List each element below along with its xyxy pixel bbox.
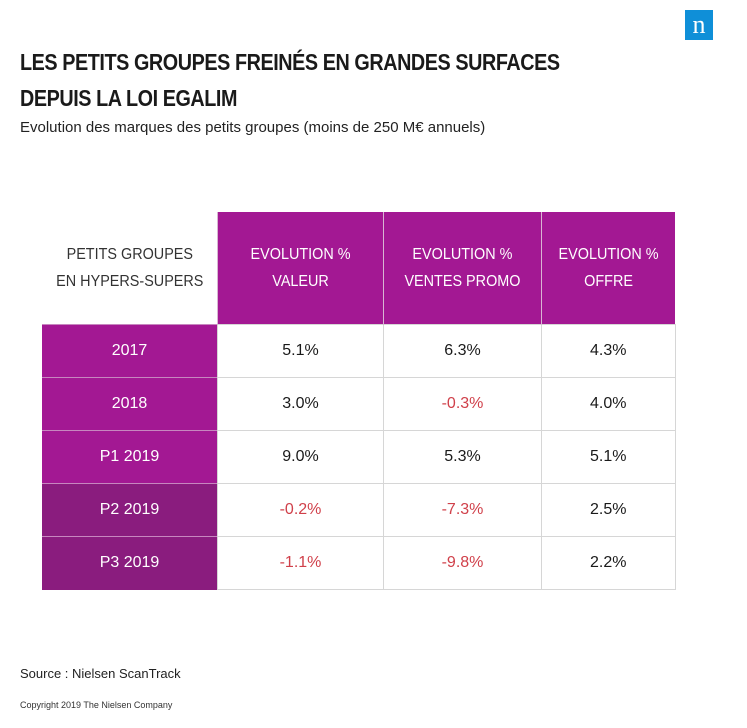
column-header-offre: EVOLUTION % OFFRE bbox=[541, 212, 675, 325]
chart-title-line-2: DEPUIS LA LOI EGALIM bbox=[20, 85, 238, 111]
table-cell: 6.3% bbox=[383, 324, 542, 378]
table-cell: 4.0% bbox=[541, 377, 676, 431]
column-header-line-1: EVOLUTION % bbox=[412, 246, 513, 263]
chart-title-line-1: LES PETITS GROUPES FREINÉS EN GRANDES SU… bbox=[20, 49, 560, 75]
table-cell: 4.3% bbox=[541, 324, 676, 378]
table-cell: -0.3% bbox=[383, 377, 542, 431]
table-row: 2018 3.0% -0.3% 4.0% bbox=[42, 377, 676, 431]
column-header-valeur: EVOLUTION % VALEUR bbox=[217, 212, 384, 325]
column-header-text: EVOLUTION % VALEUR bbox=[250, 241, 350, 295]
row-label: 2017 bbox=[42, 324, 218, 378]
chart-title: LES PETITS GROUPES FREINÉS EN GRANDES SU… bbox=[20, 44, 560, 116]
column-header-line-1: EVOLUTION % bbox=[558, 246, 659, 263]
corner-header-line-1: PETITS GROUPES bbox=[66, 246, 193, 263]
corner-header: PETITS GROUPES EN HYPERS-SUPERS bbox=[42, 212, 218, 325]
table-cell: -9.8% bbox=[383, 536, 542, 590]
table-cell: -0.2% bbox=[217, 483, 384, 537]
column-header-line-1: EVOLUTION % bbox=[250, 246, 351, 263]
column-header-line-2: OFFRE bbox=[584, 273, 633, 290]
table-row: P1 2019 9.0% 5.3% 5.1% bbox=[42, 430, 676, 484]
table-cell: -7.3% bbox=[383, 483, 542, 537]
column-header-line-2: VALEUR bbox=[272, 273, 329, 290]
corner-header-line-2: EN HYPERS-SUPERS bbox=[55, 273, 204, 290]
table-cell: 5.3% bbox=[383, 430, 542, 484]
table-row: 2017 5.1% 6.3% 4.3% bbox=[42, 324, 676, 378]
row-label: P1 2019 bbox=[42, 430, 218, 484]
table-cell: 5.1% bbox=[541, 430, 676, 484]
column-header-text: EVOLUTION % VENTES PROMO bbox=[404, 241, 520, 295]
table-row: P3 2019 -1.1% -9.8% 2.2% bbox=[42, 536, 676, 590]
table-cell: 9.0% bbox=[217, 430, 384, 484]
row-label: P2 2019 bbox=[42, 483, 218, 537]
nielsen-logo: n bbox=[685, 10, 713, 40]
table-cell: 2.5% bbox=[541, 483, 676, 537]
source-note: Source : Nielsen ScanTrack bbox=[20, 666, 181, 681]
row-label: 2018 bbox=[42, 377, 218, 431]
table-cell: -1.1% bbox=[217, 536, 384, 590]
chart-subtitle: Evolution des marques des petits groupes… bbox=[20, 119, 486, 136]
column-header-text: EVOLUTION % OFFRE bbox=[558, 241, 658, 295]
table-cell: 2.2% bbox=[541, 536, 676, 590]
corner-header-text: PETITS GROUPES EN HYPERS-SUPERS bbox=[56, 241, 203, 295]
copyright-note: Copyright 2019 The Nielsen Company bbox=[20, 700, 173, 710]
column-header-line-2: VENTES PROMO bbox=[404, 273, 521, 290]
table-cell: 5.1% bbox=[217, 324, 384, 378]
column-header-ventes-promo: EVOLUTION % VENTES PROMO bbox=[383, 212, 542, 325]
header-row: PETITS GROUPES EN HYPERS-SUPERS EVOLUTIO… bbox=[42, 212, 675, 325]
data-table: PETITS GROUPES EN HYPERS-SUPERS EVOLUTIO… bbox=[42, 212, 676, 590]
row-label: P3 2019 bbox=[42, 536, 218, 590]
table-cell: 3.0% bbox=[217, 377, 384, 431]
table-row: P2 2019 -0.2% -7.3% 2.5% bbox=[42, 483, 676, 537]
